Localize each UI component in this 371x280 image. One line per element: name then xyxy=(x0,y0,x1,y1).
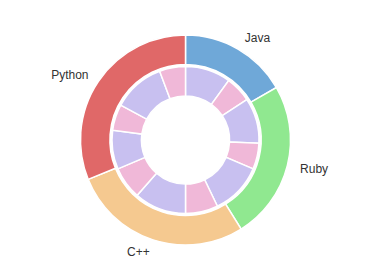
svg-text:Java: Java xyxy=(245,31,271,45)
svg-text:Ruby: Ruby xyxy=(300,162,328,176)
svg-text:Python: Python xyxy=(51,68,88,82)
svg-text:C++: C++ xyxy=(127,245,150,259)
